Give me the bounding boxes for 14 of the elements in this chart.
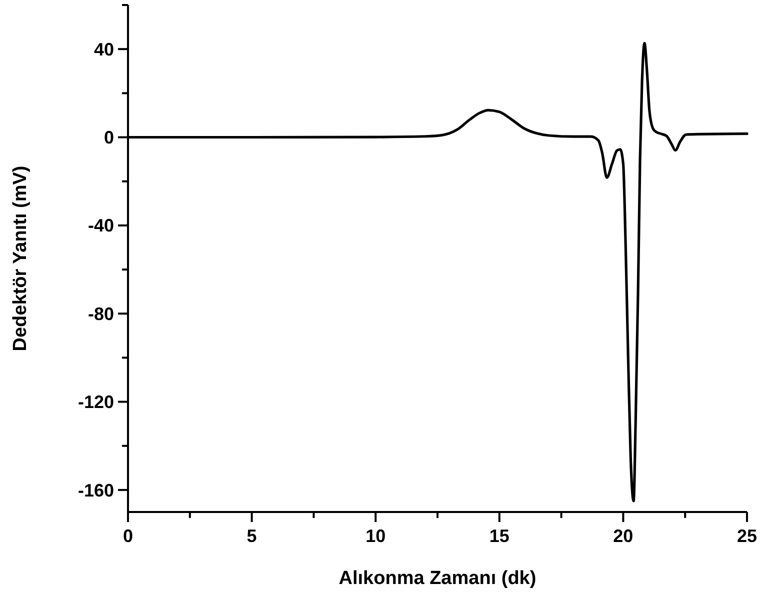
y-tick-label: -40 <box>88 216 114 236</box>
y-tick-label: -80 <box>88 304 114 324</box>
y-tick-label: -160 <box>78 480 114 500</box>
x-tick-label: 15 <box>489 526 510 546</box>
y-axis-title: Dedektör Yanıtı (mV) <box>10 166 31 352</box>
x-tick-label: 25 <box>736 526 758 546</box>
x-axis-title: Alıkonma Zamanı (dk) <box>338 568 536 589</box>
x-tick-label: 20 <box>613 526 634 546</box>
x-tick-label: 0 <box>122 526 134 546</box>
x-tick-label: 5 <box>246 526 257 546</box>
x-tick-label: 10 <box>366 526 386 546</box>
y-tick-label: 40 <box>94 39 114 60</box>
y-tick-label: -120 <box>78 392 114 412</box>
y-tick-label: 0 <box>104 128 114 148</box>
